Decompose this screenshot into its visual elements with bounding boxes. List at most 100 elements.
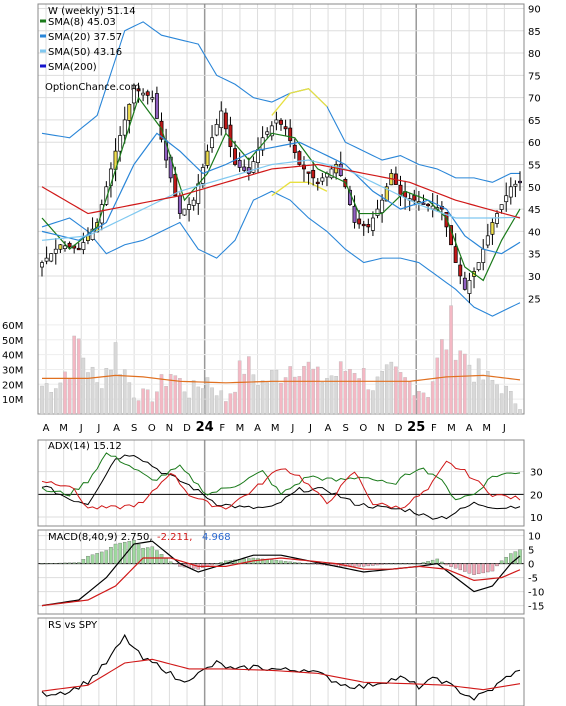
macd-histogram-bar: [270, 559, 274, 564]
month-tick-label: A: [466, 423, 473, 434]
macd-histogram-bar: [463, 563, 467, 572]
macd-histogram-bar: [449, 563, 453, 567]
candle-body: [242, 166, 247, 171]
candle-body: [499, 204, 504, 210]
candle-body: [214, 124, 219, 136]
macd-histogram-bar: [159, 554, 164, 564]
month-tick-label: A: [113, 423, 120, 434]
macd-tick-label: -10: [528, 588, 544, 599]
volume-tick-label: 30M: [2, 365, 23, 376]
macd-histogram-bar: [127, 541, 132, 564]
macd-histogram-bar: [168, 561, 173, 564]
candle-body: [292, 144, 297, 153]
macd-tick-label: 10: [528, 532, 541, 543]
candle-body: [357, 218, 362, 225]
volume-bar: [150, 401, 155, 415]
volume-bar: [136, 400, 141, 415]
macd-histogram-bar: [472, 563, 476, 575]
candle-body: [380, 199, 385, 213]
volume-bar: [191, 380, 196, 415]
macd-histogram-bar: [118, 542, 122, 564]
volume-bar: [435, 357, 440, 415]
lower-band-line: [41, 190, 521, 317]
candle-body: [76, 247, 81, 251]
candle-body: [370, 217, 375, 231]
volume-bar: [444, 349, 449, 415]
volume-bar: [63, 371, 67, 415]
macd-histogram-bar: [77, 562, 81, 564]
macd-histogram-bar: [214, 563, 219, 565]
volume-bar: [407, 381, 412, 415]
macd-histogram-bar: [145, 547, 150, 564]
candle-body: [219, 110, 224, 128]
candle-body: [53, 248, 58, 254]
volume-bar: [334, 376, 338, 415]
macd-histogram-bar: [384, 563, 389, 565]
candle-body: [63, 245, 67, 249]
macd-histogram-bar: [95, 553, 99, 564]
volume-bar: [40, 385, 44, 415]
macd-histogram-bar: [426, 561, 430, 564]
macd-histogram-bar: [288, 561, 292, 564]
volume-average-line: [42, 374, 521, 384]
candle-body: [453, 246, 458, 263]
volume-tick-label: 40M: [2, 351, 23, 362]
macd-histogram-bar: [504, 557, 508, 564]
macd-histogram-bar: [201, 563, 205, 568]
macd-histogram-bar: [380, 563, 384, 565]
macd-histogram-bar: [495, 563, 499, 567]
candle-body: [513, 183, 518, 187]
macd-histogram-bar: [44, 563, 49, 565]
month-tick-label: N: [166, 423, 173, 434]
volume-bar: [178, 378, 182, 415]
candle-body: [297, 151, 302, 165]
month-tick-label: S: [131, 423, 137, 434]
candle-body: [269, 125, 274, 137]
macd-histogram-bar: [499, 560, 504, 564]
candle-body: [205, 150, 210, 166]
macd-histogram-bar: [407, 563, 412, 565]
volume-bar: [269, 370, 274, 415]
volume-bar: [187, 397, 191, 415]
candle-body: [467, 280, 472, 294]
volume-bar: [458, 350, 463, 415]
candle-body: [223, 112, 228, 130]
volume-bar: [90, 366, 95, 415]
watermark: OptionChance.com: [45, 82, 140, 93]
volume-bar: [118, 374, 122, 415]
candle-body: [375, 208, 380, 216]
volume-bar: [159, 374, 164, 415]
month-tick-label: D: [395, 423, 403, 434]
price-tick-label: 40: [528, 227, 541, 238]
price-tick-label: 90: [528, 4, 541, 15]
volume-bar: [228, 393, 233, 415]
month-tick-label: J: [308, 423, 312, 434]
panel-frame: [37, 529, 525, 615]
volume-bar: [44, 383, 49, 415]
price-tick-label: 25: [528, 294, 541, 305]
macd-histogram-bar: [72, 562, 76, 564]
month-tick-label: S: [343, 423, 349, 434]
volume-bar: [486, 371, 490, 415]
candle-body: [302, 164, 306, 170]
volume-bar: [398, 372, 403, 415]
volume-bar: [99, 388, 104, 415]
candle-body: [485, 235, 490, 246]
candle-body: [122, 119, 127, 136]
macd-histogram-bar: [513, 551, 518, 564]
candle-body: [228, 124, 233, 148]
price-tick-label: 50: [528, 183, 541, 194]
macd-series-line: [41, 557, 521, 607]
price-tick-label: 80: [528, 49, 541, 60]
volume-bar: [320, 382, 325, 415]
price-tick-label: 45: [528, 205, 541, 216]
month-tick-label: M: [271, 423, 280, 434]
macd-histogram-bar: [210, 563, 214, 566]
month-tick-label: O: [148, 423, 156, 434]
candle-body: [306, 171, 311, 174]
price-panel-title: W (weekly) 51.14: [48, 6, 136, 17]
candle-body: [49, 253, 54, 262]
price-tick-label: 55: [528, 161, 541, 172]
candle-body: [131, 88, 136, 104]
